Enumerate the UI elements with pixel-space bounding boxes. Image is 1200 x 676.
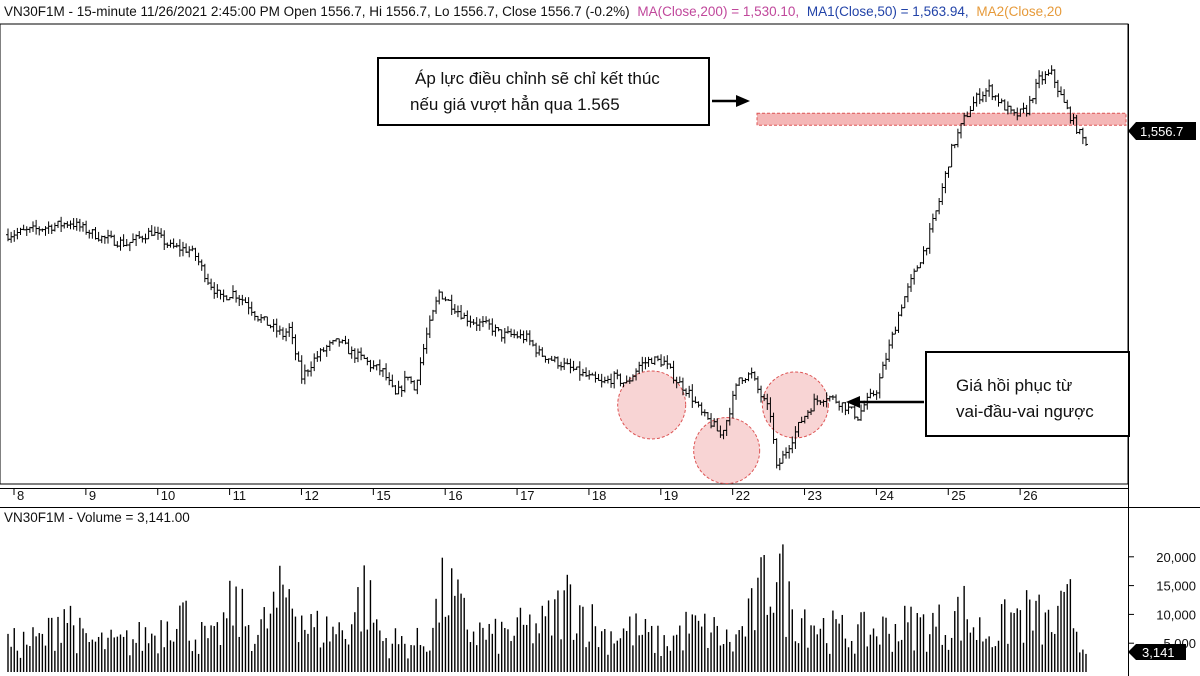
- x-tick-label: 9: [89, 488, 96, 503]
- volume-tick-label: 20,000: [1156, 550, 1196, 565]
- resistance-zone: [756, 112, 1127, 126]
- last-price-tag: 1,556.7: [1128, 122, 1196, 140]
- last-volume-tag: 3,141: [1128, 644, 1186, 660]
- x-tick-label: 18: [592, 488, 606, 503]
- volume-tick-label: 10,000: [1156, 607, 1196, 622]
- chart-header: VN30F1M - 15-minute 11/26/2021 2:45:00 P…: [4, 4, 1062, 19]
- x-tick-label: 24: [879, 488, 893, 503]
- volume-tick-label: 15,000: [1156, 579, 1196, 594]
- last-volume-value: 3,141: [1142, 645, 1175, 660]
- x-tick-label: 22: [736, 488, 750, 503]
- x-tick-label: 17: [520, 488, 534, 503]
- x-tick-label: 26: [1023, 488, 1037, 503]
- x-tick-label: 25: [951, 488, 965, 503]
- annotation-pattern-line1: Giá hồi phục từ: [956, 376, 1072, 395]
- volume-bars: [7, 544, 1087, 672]
- ma-label: MA(Close,200) = 1,530.10,: [637, 4, 799, 19]
- annotation-resistance: Áp lực điều chỉnh sẽ chỉ kết thúc nếu gi…: [377, 57, 750, 126]
- x-tick-label: 16: [448, 488, 462, 503]
- x-tick-label: 19: [664, 488, 678, 503]
- x-axis-ticks: 8 9 10 11 12 15 16 17 18 19 22 23 24 25 26: [13, 488, 1038, 503]
- ma1-label: MA1(Close,50) = 1,563.94,: [807, 4, 969, 19]
- resistance-band: [756, 112, 1127, 126]
- annotation-pattern: Giá hồi phục từ vai-đầu-vai ngược: [846, 351, 1130, 437]
- x-tick-label: 11: [233, 488, 247, 503]
- last-price-value: 1,556.7: [1140, 124, 1183, 139]
- symbol-info: VN30F1M - 15-minute 11/26/2021 2:45:00 P…: [4, 4, 630, 19]
- x-tick-label: 12: [304, 488, 318, 503]
- x-tick-label: 23: [808, 488, 822, 503]
- annotation-resistance-line2: nếu giá vượt hẳn qua 1.565: [410, 95, 620, 114]
- head-circle: [693, 417, 761, 485]
- ma2-label: MA2(Close,20: [976, 4, 1062, 19]
- x-tick-label: 15: [376, 488, 390, 503]
- pattern-circles: [617, 370, 829, 485]
- volume-header: VN30F1M - Volume = 3,141.00: [4, 510, 190, 525]
- x-tick-label: 10: [161, 488, 175, 503]
- x-tick-label: 8: [17, 488, 24, 503]
- annotation-pattern-line2: vai-đầu-vai ngược: [956, 402, 1094, 421]
- left-shoulder-circle: [617, 370, 687, 440]
- candles: [6, 65, 1088, 471]
- annotation-resistance-line1: Áp lực điều chỉnh sẽ chỉ kết thúc: [415, 69, 660, 88]
